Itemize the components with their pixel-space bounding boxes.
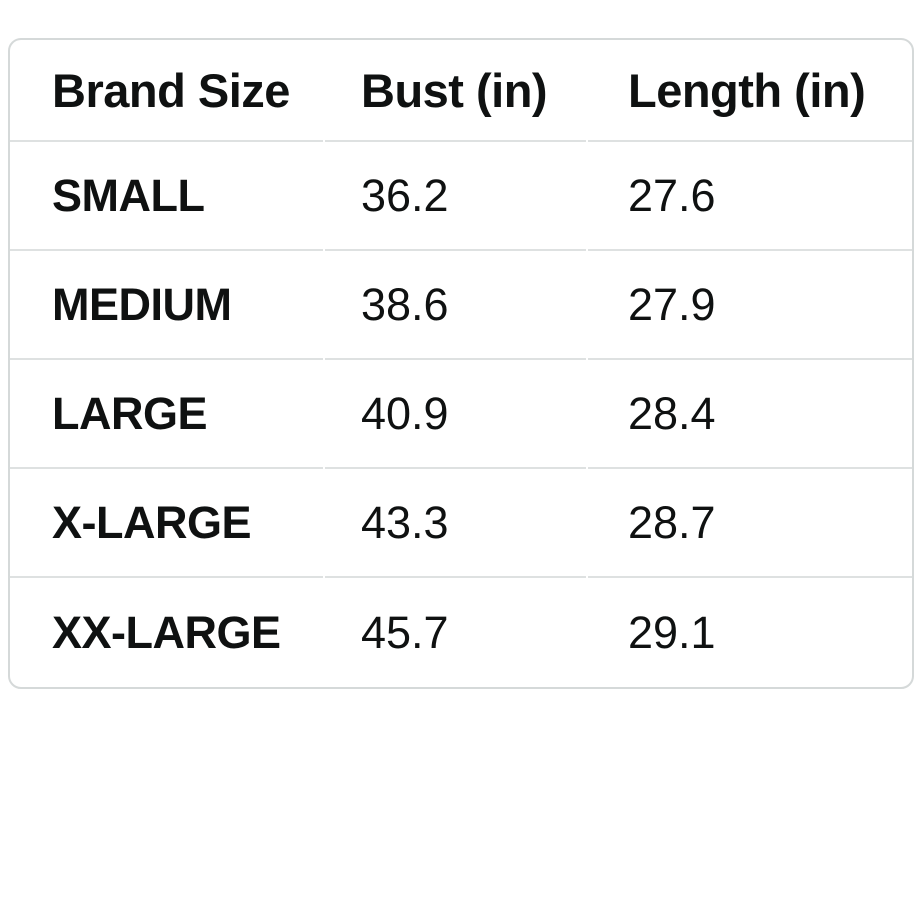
length-value: 27.6 — [588, 142, 912, 251]
table-row-small: SMALL 36.2 27.6 — [10, 142, 912, 251]
size-label: LARGE — [10, 360, 323, 469]
bust-value: 38.6 — [325, 251, 586, 360]
bust-value: 40.9 — [325, 360, 586, 469]
length-value: 28.7 — [588, 469, 912, 578]
size-label: X-LARGE — [10, 469, 323, 578]
bust-value: 43.3 — [325, 469, 586, 578]
column-header-brand-size: Brand Size — [10, 40, 323, 142]
table-row-x-large: X-LARGE 43.3 28.7 — [10, 469, 912, 578]
length-value: 28.4 — [588, 360, 912, 469]
table-row-large: LARGE 40.9 28.4 — [10, 360, 912, 469]
size-label: MEDIUM — [10, 251, 323, 360]
table-row-xx-large: XX-LARGE 45.7 29.1 — [10, 578, 912, 687]
column-header-length: Length (in) — [588, 40, 912, 142]
bust-value: 36.2 — [325, 142, 586, 251]
length-value: 27.9 — [588, 251, 912, 360]
size-chart-header-row: Brand Size Bust (in) Length (in) — [10, 40, 912, 142]
table-row-medium: MEDIUM 38.6 27.9 — [10, 251, 912, 360]
column-header-bust: Bust (in) — [325, 40, 586, 142]
bust-value: 45.7 — [361, 606, 449, 658]
size-label: SMALL — [10, 142, 323, 251]
size-label: XX-LARGE — [52, 606, 281, 658]
length-value: 29.1 — [628, 606, 716, 658]
size-chart-card: Brand Size Bust (in) Length (in) SMALL 3… — [8, 38, 914, 689]
